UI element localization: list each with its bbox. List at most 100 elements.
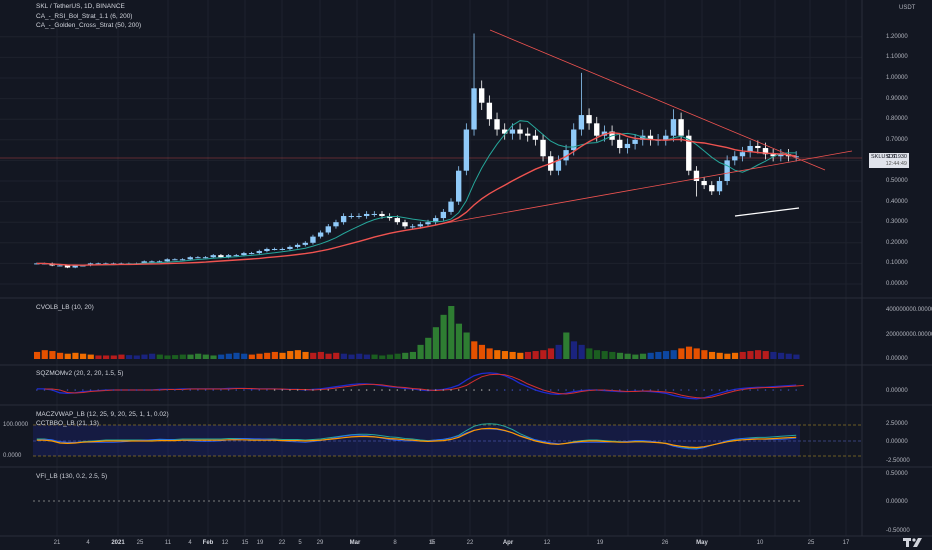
cvol-bar: [64, 353, 71, 359]
cvol-bar: [179, 354, 186, 359]
candle-body: [693, 170, 700, 181]
sqz-dot: [212, 389, 215, 391]
candle-body: [555, 160, 562, 171]
sqz-dot: [703, 389, 705, 391]
candle-body: [494, 119, 500, 130]
sqz-dot: [450, 389, 452, 391]
price-axis-tick: 0.70000: [886, 136, 908, 143]
cvol-bar: [294, 350, 301, 359]
cvol-bar: [41, 350, 48, 359]
cvol-bar: [233, 352, 240, 359]
candle-body: [663, 135, 669, 140]
candle-body: [325, 226, 331, 233]
sqz-dot: [128, 389, 130, 391]
cvol-bar: [348, 354, 355, 359]
macd-line-orange: [36, 427, 797, 449]
candle-body: [425, 222, 431, 225]
candle-body: [563, 150, 569, 161]
sqz-dot: [365, 389, 368, 391]
time-axis-tick: Apr: [502, 540, 514, 546]
time-axis-tick: 15: [241, 540, 249, 546]
cvol-bar: [103, 355, 110, 359]
indicator-legend-2[interactable]: CA_-_Golden_Cross_Strat (50, 200): [36, 22, 142, 29]
indicator-legend-1[interactable]: CA_-_RSI_Bol_Strat_1.1 (6, 200): [36, 13, 133, 20]
cvol-bar: [532, 351, 539, 359]
cvol-bar: [317, 351, 324, 359]
sqz-dot: [227, 389, 230, 391]
time-axis-tick-extra: 19: [256, 540, 264, 546]
sqz-dot: [151, 389, 153, 391]
cvol-bar: [647, 352, 654, 359]
time-axis-tick-extra: 4: [188, 540, 192, 546]
vfi-tick-zero: 0.00000: [886, 499, 908, 505]
sqz-dot: [266, 389, 268, 391]
badge-countdown: 12:44:49: [885, 161, 907, 167]
macd-pane-title[interactable]: MACZVWAP_LB (12, 25, 9, 20, 25, 1, 1, 0.…: [36, 411, 169, 418]
time-axis-tick: 22: [466, 540, 474, 546]
cvol-bar: [524, 351, 532, 359]
sqz-dot: [166, 389, 169, 391]
sqz-dot: [89, 389, 92, 391]
cvol-bar: [563, 332, 570, 359]
cvol-bar: [141, 354, 148, 359]
cvol-bar: [494, 350, 501, 359]
sqz-dot: [158, 389, 161, 391]
cvol-bar: [172, 355, 179, 359]
drawn-white-line: [734, 207, 800, 217]
sqz-dot: [672, 389, 675, 391]
cvol-bar: [363, 354, 370, 359]
cvol-bar: [256, 353, 263, 359]
sqz-dot: [66, 389, 69, 391]
price-axis-tick: 1.20000: [886, 33, 908, 40]
time-axis-tick: Mar: [349, 540, 361, 546]
cvol-bar: [678, 348, 685, 359]
candle-body: [417, 224, 424, 227]
candle-body: [463, 129, 470, 171]
cvol-bar: [593, 350, 601, 359]
candle-body: [670, 119, 677, 136]
candle-body: [479, 88, 485, 103]
cvol-bar: [670, 350, 677, 359]
sqz-dot: [473, 389, 475, 391]
candle-body: [747, 145, 753, 153]
candle-body: [348, 216, 354, 218]
candle-body: [164, 259, 170, 262]
resistance-trendline: [489, 29, 826, 171]
candle-body: [540, 139, 546, 157]
cvol-bar: [639, 353, 647, 359]
cvol-bar: [509, 351, 516, 359]
sqz-dot: [243, 389, 245, 391]
sqz-dot: [664, 389, 667, 391]
candle-body: [248, 253, 255, 255]
vfi-pane-title[interactable]: VFI_LB (130, 0.2, 2.5, 5): [36, 473, 108, 480]
sqz-dot: [680, 389, 682, 391]
cvol-bar: [325, 353, 332, 359]
candle-body: [356, 216, 362, 218]
sqz-dot: [618, 389, 621, 391]
candle-body: [578, 115, 585, 130]
cvol-bar: [409, 351, 416, 359]
cvol-bar: [187, 354, 194, 359]
tradingview-logo-icon: [903, 538, 922, 547]
candle-body: [195, 257, 201, 259]
candle-body: [640, 135, 646, 140]
cvol-bar: [156, 354, 163, 359]
candle-body: [778, 154, 784, 157]
cvol-pane-title[interactable]: CVOLB_LB (10, 20): [36, 304, 94, 311]
sqz-pane-title[interactable]: SQZMOMv2 (20, 2, 20, 1.5, 5): [36, 370, 124, 377]
cvol-bar: [118, 354, 125, 359]
cvol-bar: [394, 353, 401, 359]
sqz-dot: [641, 389, 644, 391]
candle-body: [532, 135, 539, 140]
sqz-dot: [189, 389, 192, 391]
candle-body: [502, 129, 508, 134]
time-axis-tick-extra: 25: [807, 540, 815, 546]
cctbbo-pane-title[interactable]: CCTBBO_LB (21, 13): [36, 420, 99, 427]
sqz-dot: [780, 389, 782, 391]
ma-fast-line: [36, 120, 797, 266]
cvol-bar: [616, 352, 624, 359]
cvol-tick-top: 400000000.00000: [886, 307, 932, 313]
cvol-bar: [440, 314, 447, 359]
cvol-bar: [49, 351, 56, 359]
